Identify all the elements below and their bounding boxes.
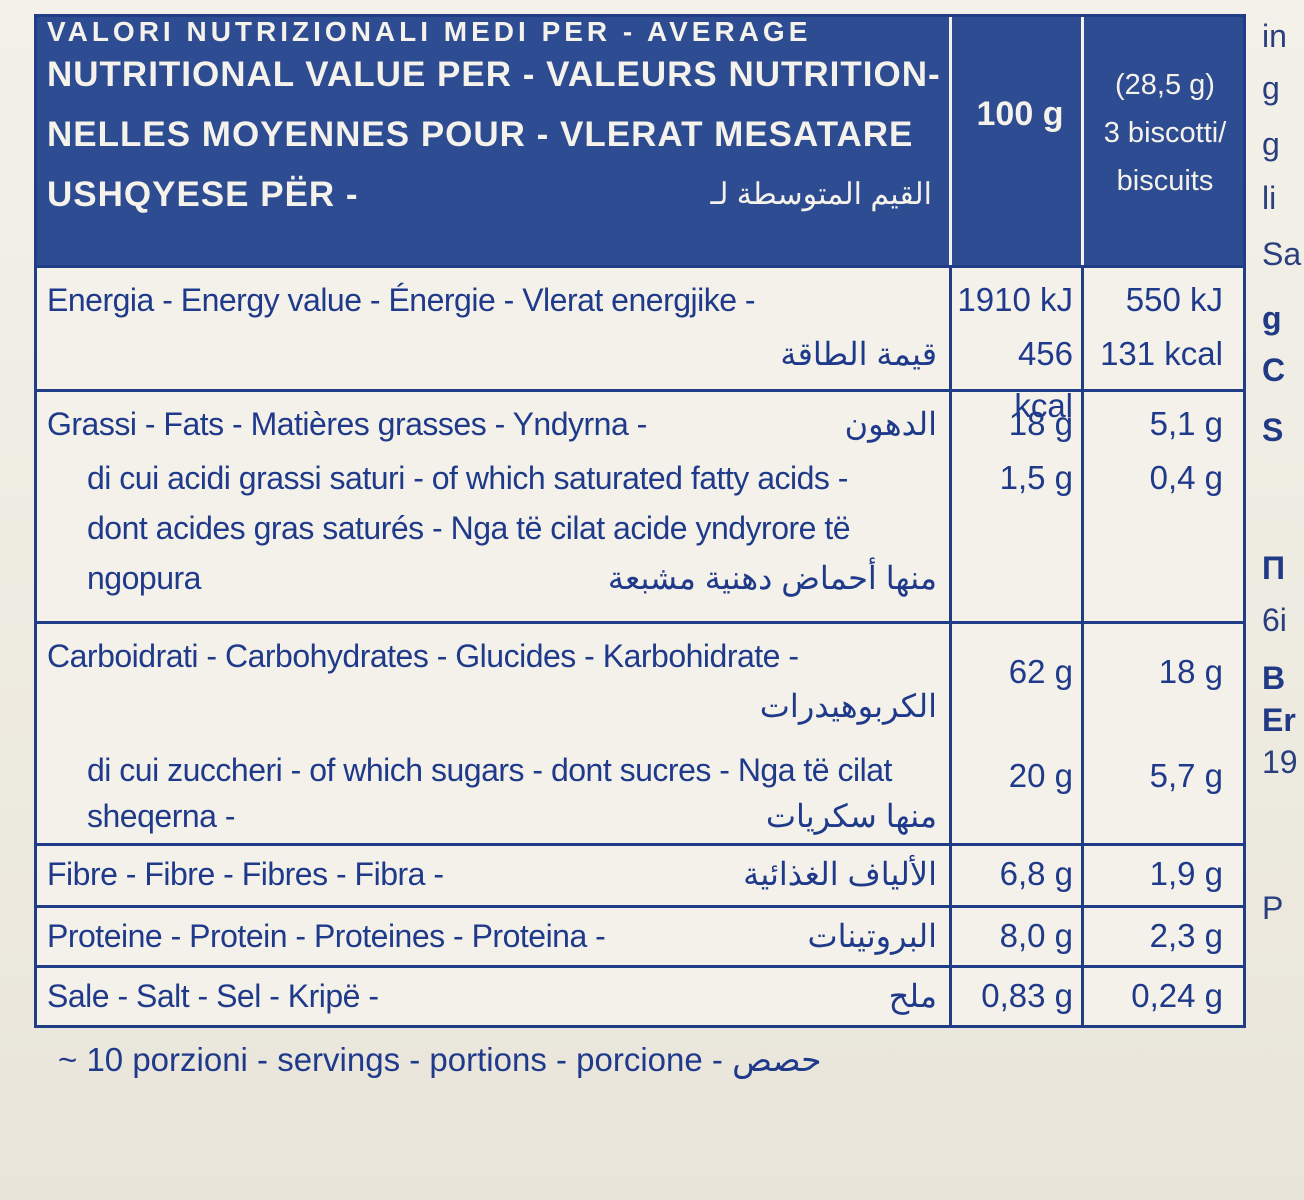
cell-divider [1081,392,1084,621]
sugars-label-1: di cui zuccheri - of which sugars - dont… [87,752,892,788]
servings-text-arabic: حصص [732,1041,822,1078]
edge-fragment: П [1262,550,1285,586]
energy-portion-kcal: 131 kcal [1100,335,1223,372]
header-line-2: NUTRITIONAL VALUE PER - VALEURS NUTRITIO… [47,55,941,94]
edge-fragment: S [1262,412,1284,448]
cell-divider [1081,268,1084,389]
cell-divider [1081,968,1084,1025]
cell-divider [1081,846,1084,905]
row-carbohydrates: Carboidrati - Carbohydrates - Glucides -… [37,621,1243,843]
fats-label-arabic: الدهون [844,406,937,442]
row-fats: Grassi - Fats - Matières grasses - Yndyr… [37,389,1243,621]
salt-label-arabic: ملح [888,978,937,1014]
protein-label-arabic: البروتينات [807,918,938,954]
row-protein: Proteine - Protein - Proteines - Protein… [37,905,1243,965]
carbs-label: Carboidrati - Carbohydrates - Glucides -… [47,638,799,674]
sugars-portion: 5,7 g [1149,757,1223,794]
edge-fragment: g [1262,70,1280,106]
cell-divider [949,908,952,965]
edge-fragment: 19 [1262,744,1298,780]
energy-portion-kj: 550 kJ [1125,281,1223,318]
column-100g: 100 g [976,95,1064,133]
energy-100g-kj: 1910 kJ [957,281,1073,318]
fibre-label-arabic: الألياف الغذائية [743,856,937,892]
edge-fragment: Sa [1262,236,1302,272]
edge-fragment: B [1262,660,1286,696]
edge-fragment: g [1262,126,1280,162]
sugars-100g: 20 g [1008,757,1073,794]
protein-100g: 8,0 g [999,917,1073,954]
cell-divider [949,846,952,905]
edge-fragment: in [1262,18,1287,54]
salt-label: Sale - Salt - Sel - Kripë - [47,978,379,1014]
saturated-label-3: ngopura [87,560,201,596]
salt-portion: 0,24 g [1131,977,1223,1014]
column-portion-unit: biscuits [1116,165,1214,197]
column-portion-count: 3 biscotti/ [1103,117,1227,149]
cell-divider [1081,908,1084,965]
protein-label: Proteine - Protein - Proteines - Protein… [47,918,606,954]
edge-fragment: Er [1262,702,1296,738]
protein-portion: 2,3 g [1149,917,1223,954]
cell-divider [949,968,952,1025]
sugars-label-arabic: منها سكريات [765,798,937,834]
fats-100g: 18 g [1008,405,1073,442]
cell-divider [1081,624,1084,843]
header-divider [1081,17,1084,265]
edge-fragment: 6i [1262,602,1287,638]
servings-text: ~ 10 porzioni - servings - portions - po… [58,1041,723,1078]
energy-label-arabic: قيمة الطاقة [780,336,937,372]
header-divider [949,17,952,265]
saturated-label-2: dont acides gras saturés - Nga të cilat … [87,510,851,546]
nutrition-table: VALORI NUTRIZIONALI MEDI PER - AVERAGE N… [34,14,1246,1028]
row-energy: Energia - Energy value - Énergie - Vlera… [37,265,1243,424]
fibre-label: Fibre - Fibre - Fibres - Fibra - [47,856,444,892]
fibre-100g: 6,8 g [999,855,1073,892]
header-line-1: VALORI NUTRIZIONALI MEDI PER - AVERAGE [47,16,812,47]
edge-fragment: C [1262,352,1286,388]
header-line-4: USHQYESE PËR - [47,175,359,214]
saturated-label-1: di cui acidi grassi saturi - of which sa… [87,460,848,496]
header-line-4-arabic: القيم المتوسطة لـ [710,178,932,211]
cell-divider [949,268,952,389]
fats-portion: 5,1 g [1149,405,1223,442]
energy-100g-kcal: 456 kcal [1014,335,1073,424]
edge-fragment: P [1262,890,1284,926]
saturated-label-arabic: منها أحماض دهنية مشبعة [607,560,937,596]
salt-100g: 0,83 g [981,977,1073,1014]
carbs-label-arabic: الكربوهيدرات [759,688,937,724]
header-title: VALORI NUTRIZIONALI MEDI PER - AVERAGE N… [47,16,942,225]
column-portion-weight: (28,5 g) [1115,69,1215,101]
row-fibre: Fibre - Fibre - Fibres - Fibra - الألياف… [37,843,1243,905]
carbs-100g: 62 g [1008,653,1073,690]
edge-fragment: g [1262,300,1282,336]
energy-label: Energia - Energy value - Énergie - Vlera… [47,282,756,318]
carbs-portion: 18 g [1158,653,1223,690]
edge-fragment: li [1262,180,1277,216]
cell-divider [949,392,952,621]
fats-label: Grassi - Fats - Matières grasses - Yndyr… [47,406,647,442]
saturated-100g: 1,5 g [999,459,1073,496]
row-salt: Sale - Salt - Sel - Kripë - ملح 0,83 g 0… [37,965,1243,1025]
servings-note: ~ 10 porzioni - servings - portions - po… [58,1040,822,1079]
table-header: VALORI NUTRIZIONALI MEDI PER - AVERAGE N… [37,17,1243,265]
saturated-portion: 0,4 g [1149,459,1223,496]
sugars-label-2: sheqerna - [87,798,235,834]
fibre-portion: 1,9 g [1149,855,1223,892]
column-portion: (28,5 g) 3 biscotti/ biscuits [1087,61,1243,205]
header-line-3: NELLES MOYENNES POUR - VLERAT MESATARE [47,115,914,154]
cell-divider [949,624,952,843]
